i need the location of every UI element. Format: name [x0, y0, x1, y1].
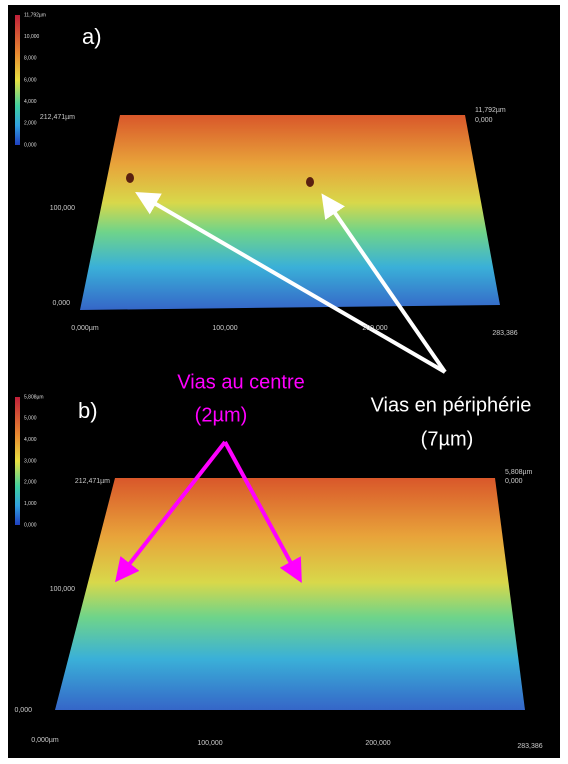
via: [126, 173, 134, 183]
y-tick-label: 0,000: [52, 300, 70, 307]
colorbar-label: 5,808µm: [24, 394, 44, 400]
z-tick-label: 0,000: [475, 117, 493, 124]
annotation: (7µm): [421, 428, 474, 450]
x-tick-label: 100,000: [212, 325, 237, 332]
colorbar-label: 4,000: [24, 437, 37, 443]
colorbar-label: 0,000: [24, 142, 37, 148]
colorbar-label: 11,792µm: [24, 12, 46, 18]
arrow: [321, 193, 447, 374]
colorbar-label: 2,000: [24, 121, 37, 127]
y-tick-label: 100,000: [50, 205, 75, 212]
surface-a: [80, 115, 500, 310]
via: [306, 177, 314, 187]
x-tick-label: 200,000: [362, 325, 387, 332]
colorbar-label: 0,000: [24, 522, 37, 528]
colorbar-label: 8,000: [24, 56, 37, 62]
colorbar: [15, 15, 20, 145]
z-tick-label: 0,000: [505, 478, 523, 485]
x-tick-label: 0,000µm: [71, 325, 99, 332]
x-tick-label: 0,000µm: [31, 737, 59, 744]
x-tick-label: 200,000: [365, 740, 390, 747]
x-tick-label: 100,000: [197, 740, 222, 747]
arrow: [223, 441, 302, 584]
annotation: Vias au centre: [177, 371, 305, 393]
annotation: Vias en périphérie: [371, 394, 532, 416]
colorbar-label: 6,000: [24, 77, 37, 83]
panel-label: a): [82, 24, 102, 49]
y-tick-label: 100,000: [50, 586, 75, 593]
surface-b: [55, 478, 525, 710]
x-tick-label: 283,386: [517, 743, 542, 750]
y-tick-label: 0,000: [14, 707, 32, 714]
y-tick-label: 212,471µm: [75, 478, 110, 485]
colorbar-label: 1,000: [24, 501, 37, 507]
panel-label: b): [78, 398, 98, 423]
annotation: (2µm): [195, 404, 248, 426]
colorbar-label: 3,000: [24, 458, 37, 464]
colorbar-label: 2,000: [24, 480, 37, 486]
z-tick-label: 5,808µm: [505, 469, 533, 476]
colorbar: [15, 397, 20, 525]
colorbar-label: 10,000: [24, 34, 40, 40]
arrow: [135, 191, 447, 374]
arrow: [115, 440, 227, 583]
colorbar-label: 5,000: [24, 416, 37, 422]
z-tick-label: 11,792µm: [475, 107, 506, 114]
colorbar-label: 4,000: [24, 99, 37, 105]
y-tick-label: 212,471µm: [40, 114, 75, 121]
x-tick-label: 283,386: [492, 330, 517, 337]
